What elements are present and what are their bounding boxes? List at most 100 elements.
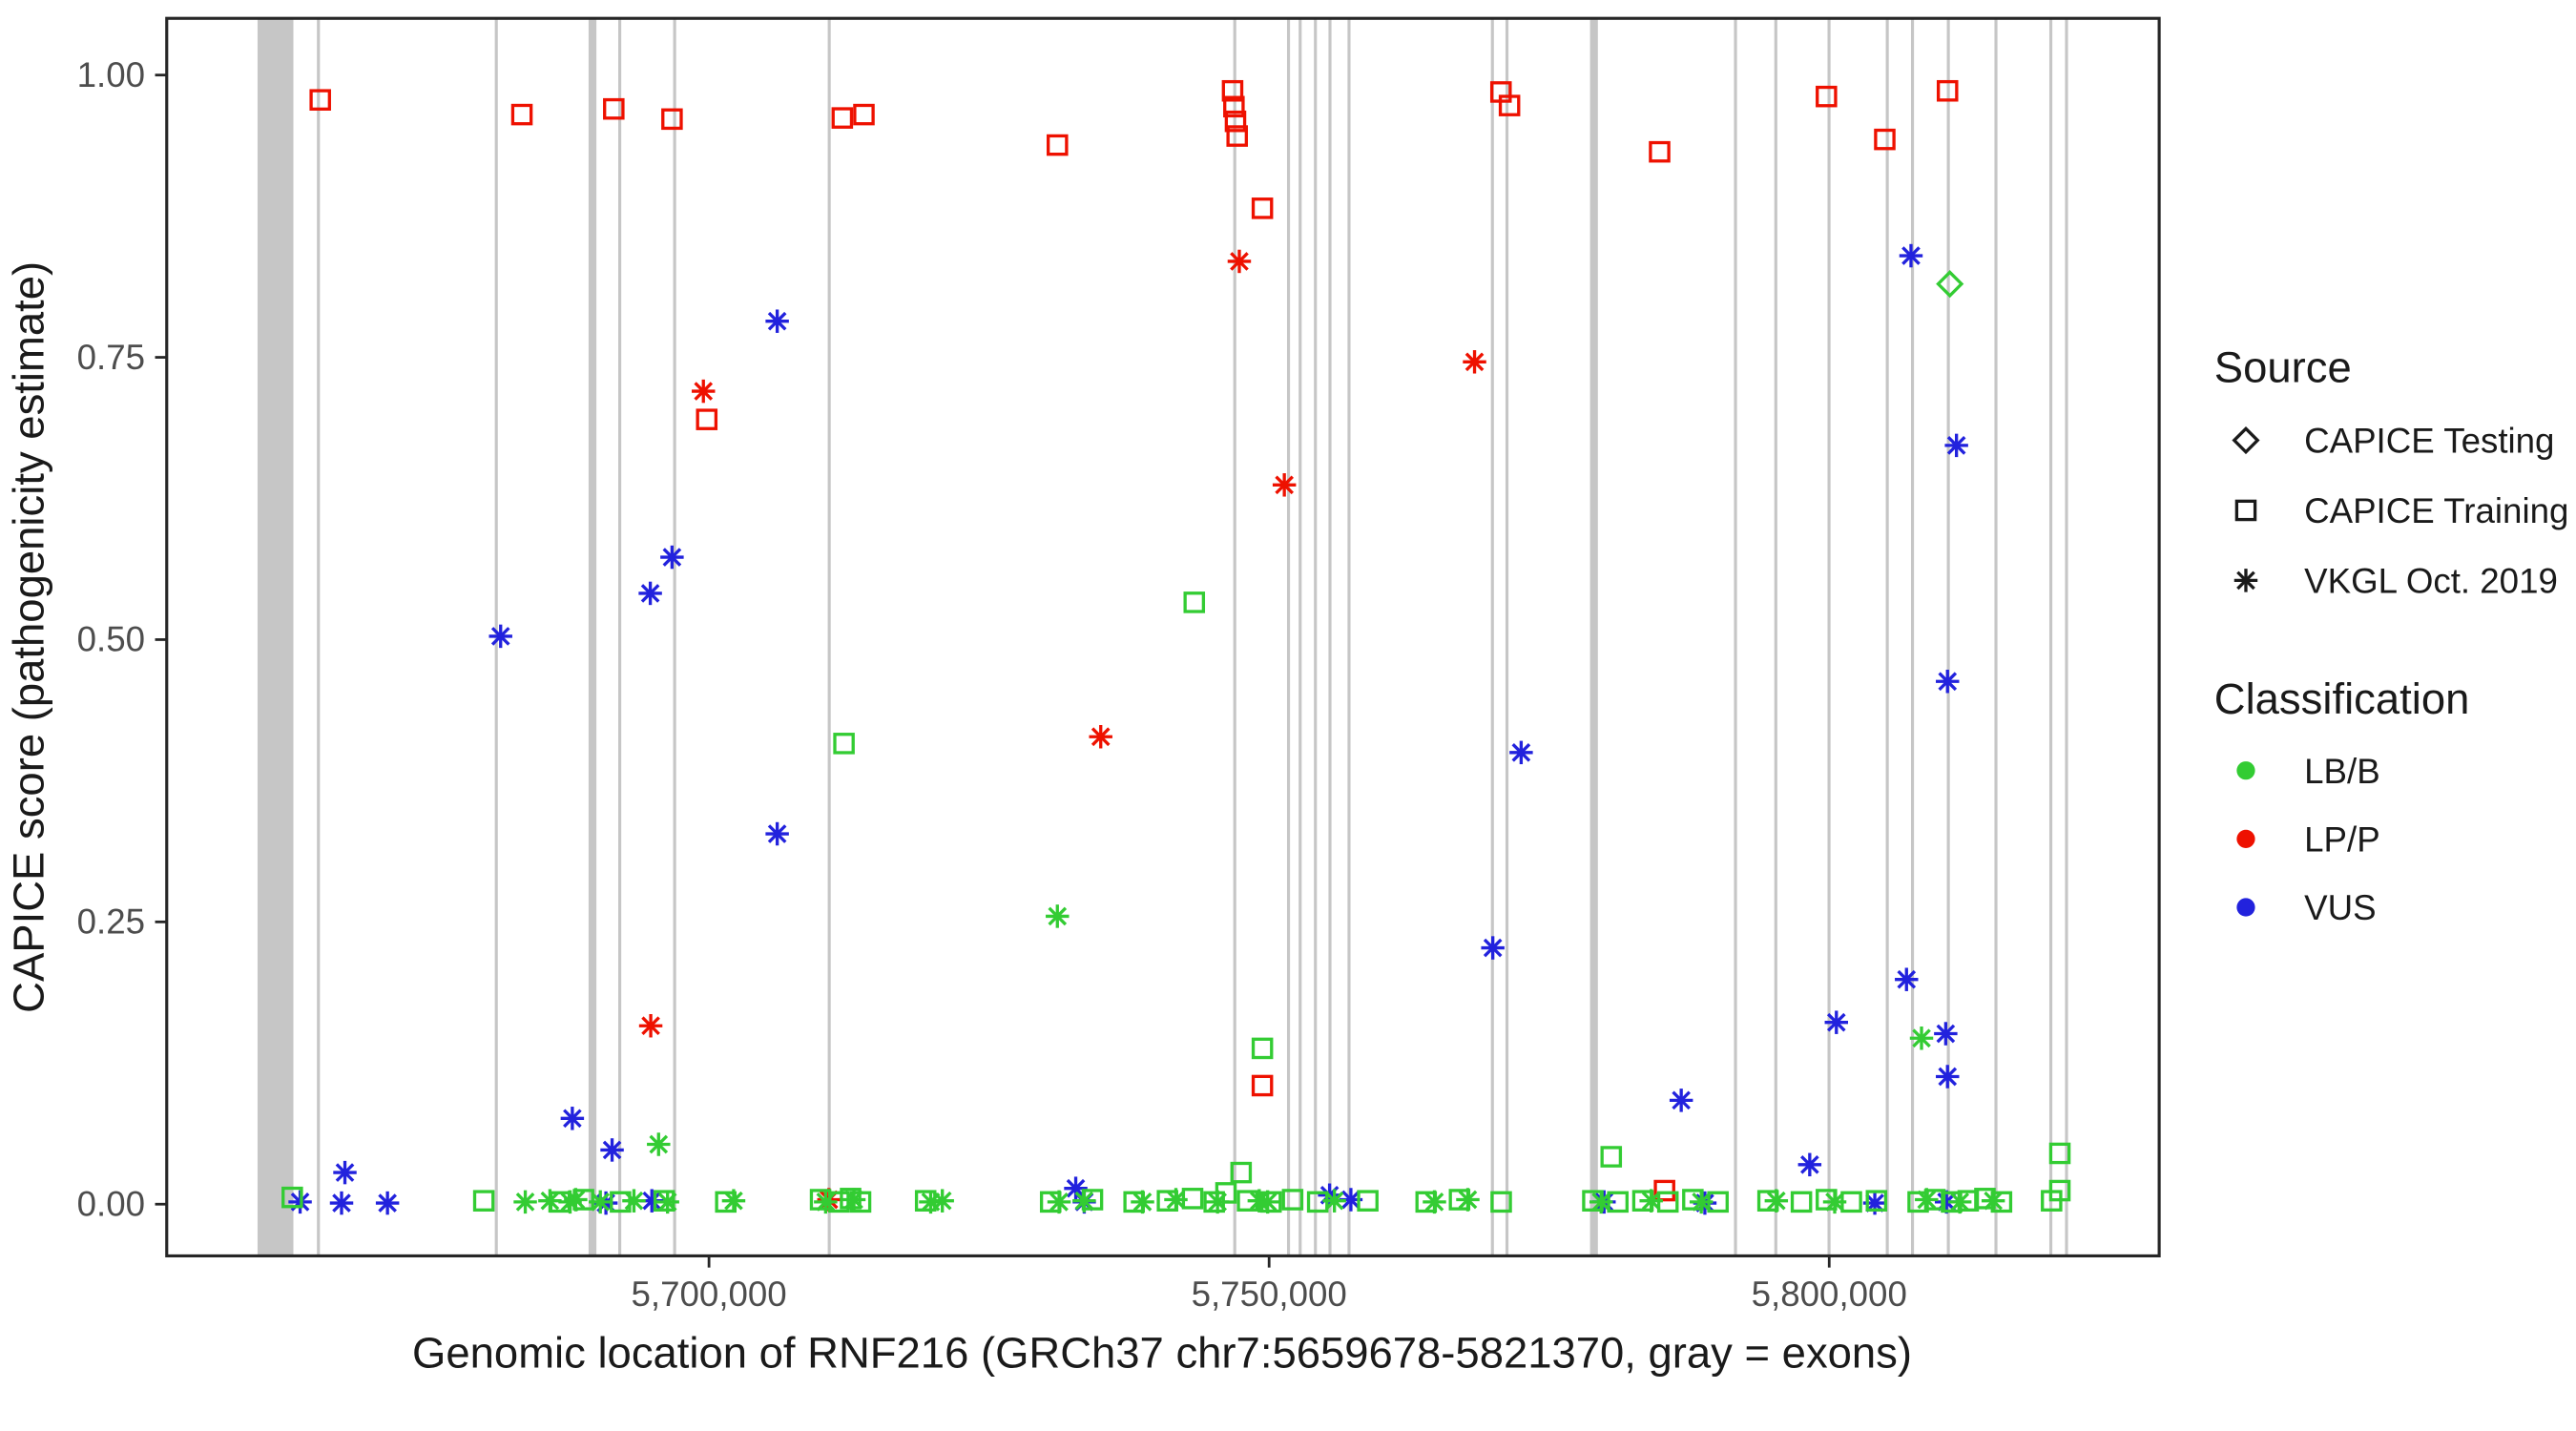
data-point-capice-training <box>1600 1146 1623 1168</box>
data-point-vkgl-oct-2019 <box>765 309 789 333</box>
data-point-capice-training <box>1251 1037 1274 1060</box>
data-point-vkgl-oct-2019 <box>638 1013 663 1038</box>
exon-band <box>1734 18 1737 1256</box>
data-point-capice-training <box>1281 1189 1304 1211</box>
data-point-vkgl-oct-2019 <box>1089 725 1112 749</box>
legend-item-source: CAPICE Testing <box>2232 422 2554 461</box>
exon-band <box>618 18 622 1256</box>
y-tick-label: 0.25 <box>77 902 145 942</box>
data-point-vkgl-oct-2019 <box>765 821 789 846</box>
exon-band <box>1885 18 1889 1256</box>
data-point-vkgl-oct-2019 <box>1824 1010 1849 1034</box>
exon-band <box>1946 18 1950 1256</box>
data-point-vkgl-oct-2019 <box>1947 1190 1972 1214</box>
exon-band <box>1347 18 1351 1256</box>
legend-source-items: CAPICE Testing CAPICE Training VKGL Oct. 2… <box>2232 422 2568 601</box>
exon-band <box>588 18 597 1256</box>
data-point-vkgl-oct-2019 <box>1047 1190 1071 1214</box>
exon-band <box>673 18 676 1256</box>
data-point-vkgl-oct-2019 <box>488 624 512 649</box>
data-point-vkgl-oct-2019 <box>1915 1188 1939 1212</box>
data-point-vkgl-oct-2019 <box>1456 1188 1480 1212</box>
data-point-vkgl-oct-2019 <box>1981 1189 2005 1213</box>
legend-source-title: Source <box>2214 342 2352 391</box>
legend-color-dot <box>2236 829 2255 848</box>
data-point-vkgl-oct-2019 <box>1227 249 1252 274</box>
data-point-vkgl-oct-2019 <box>814 1190 838 1214</box>
data-point-capice-training <box>1816 85 1838 108</box>
data-point-capice-training <box>1251 1074 1274 1097</box>
data-point-vkgl-oct-2019 <box>1934 1022 1958 1046</box>
y-tick-label: 0.00 <box>77 1184 145 1223</box>
legend-item-label: CAPICE Testing <box>2304 422 2554 461</box>
data-point-vkgl-oct-2019 <box>588 1190 613 1214</box>
data-point-capice-training <box>1865 1190 1888 1212</box>
legend-item-classification: LB/B <box>2236 752 2380 791</box>
data-point-vkgl-oct-2019 <box>721 1189 746 1213</box>
legend-color-dot <box>2236 761 2255 780</box>
exon-band <box>2065 18 2068 1256</box>
data-point-capice-training <box>853 103 875 126</box>
plot-panel-border <box>165 16 2161 1258</box>
data-point-capice-training <box>510 103 533 126</box>
data-point-vkgl-oct-2019 <box>1936 670 1960 694</box>
y-axis-title: CAPICE score (pathogenicity estimate) <box>4 261 52 1013</box>
data-point-vkgl-oct-2019 <box>1423 1190 1446 1214</box>
y-tick-label: 0.75 <box>77 338 145 377</box>
data-point-capice-training <box>1251 197 1274 219</box>
exon-band <box>257 18 294 1256</box>
points-group <box>281 79 2071 1215</box>
data-point-vkgl-oct-2019 <box>564 1188 588 1212</box>
data-point-vkgl-oct-2019 <box>329 1191 354 1215</box>
exon-band <box>1286 18 1291 1256</box>
data-point-vkgl-oct-2019 <box>1589 1190 1613 1214</box>
data-point-vkgl-oct-2019 <box>1509 740 1533 765</box>
data-point-capice-training <box>309 89 331 111</box>
data-point-vkgl-oct-2019 <box>1822 1190 1847 1214</box>
data-point-vkgl-oct-2019 <box>1256 1190 1279 1214</box>
legend-color-dot <box>2236 898 2255 917</box>
legend-classification-items: LB/B LP/P VUS <box>2236 752 2380 927</box>
legend-item-label: LB/B <box>2304 752 2380 791</box>
data-point-capice-training <box>1498 94 1521 116</box>
data-point-vkgl-oct-2019 <box>333 1160 357 1185</box>
axes-group: 5,700,000 5,750,000 5,800,000 0.00 0.25 0.50 0… <box>77 55 1907 1314</box>
exon-band <box>1233 18 1236 1256</box>
exon-band <box>1298 18 1302 1256</box>
exon-band <box>317 18 321 1256</box>
legend-item-source: CAPICE Training <box>2234 491 2568 530</box>
data-point-capice-training <box>1874 128 1896 151</box>
x-tick-label: 5,700,000 <box>632 1275 787 1314</box>
exon-band <box>1589 18 1598 1256</box>
exon-band <box>1328 18 1332 1256</box>
data-point-vkgl-oct-2019 <box>660 545 684 570</box>
exon-band <box>2048 18 2053 1256</box>
data-point-vkgl-oct-2019 <box>1046 904 1070 928</box>
data-point-capice-training <box>833 733 855 755</box>
legend-item-classification: VUS <box>2236 888 2377 927</box>
data-point-vkgl-oct-2019 <box>1481 936 1505 960</box>
data-point-vkgl-oct-2019 <box>1944 433 1968 458</box>
data-point-capice-training <box>472 1190 495 1212</box>
legend-item-label: VKGL Oct. 2019 <box>2304 561 2558 600</box>
exon-band <box>1490 18 1494 1256</box>
data-point-vkgl-oct-2019 <box>647 1132 671 1156</box>
data-point-capice-training <box>1226 125 1249 147</box>
data-point-vkgl-oct-2019 <box>692 379 716 404</box>
data-point-vkgl-oct-2019 <box>841 1188 866 1212</box>
data-point-vkgl-oct-2019 <box>1797 1152 1822 1177</box>
x-tick-label: 5,800,000 <box>1752 1275 1907 1314</box>
data-point-capice-training <box>1224 110 1247 133</box>
data-point-vkgl-oct-2019 <box>1322 1189 1346 1213</box>
y-tick-label: 1.00 <box>77 55 145 94</box>
data-point-capice-training <box>1230 1161 1253 1184</box>
exon-band <box>1774 18 1777 1256</box>
data-point-vkgl-oct-2019 <box>622 1189 646 1213</box>
legend-marker-sq <box>2234 499 2257 522</box>
legend-item-source: VKGL Oct. 2019 <box>2233 561 2558 601</box>
data-point-vkgl-oct-2019 <box>1936 1065 1960 1089</box>
data-point-capice-training <box>1357 1190 1379 1212</box>
data-point-vkgl-oct-2019 <box>1064 1176 1088 1200</box>
data-point-vkgl-oct-2019 <box>1895 967 1919 991</box>
